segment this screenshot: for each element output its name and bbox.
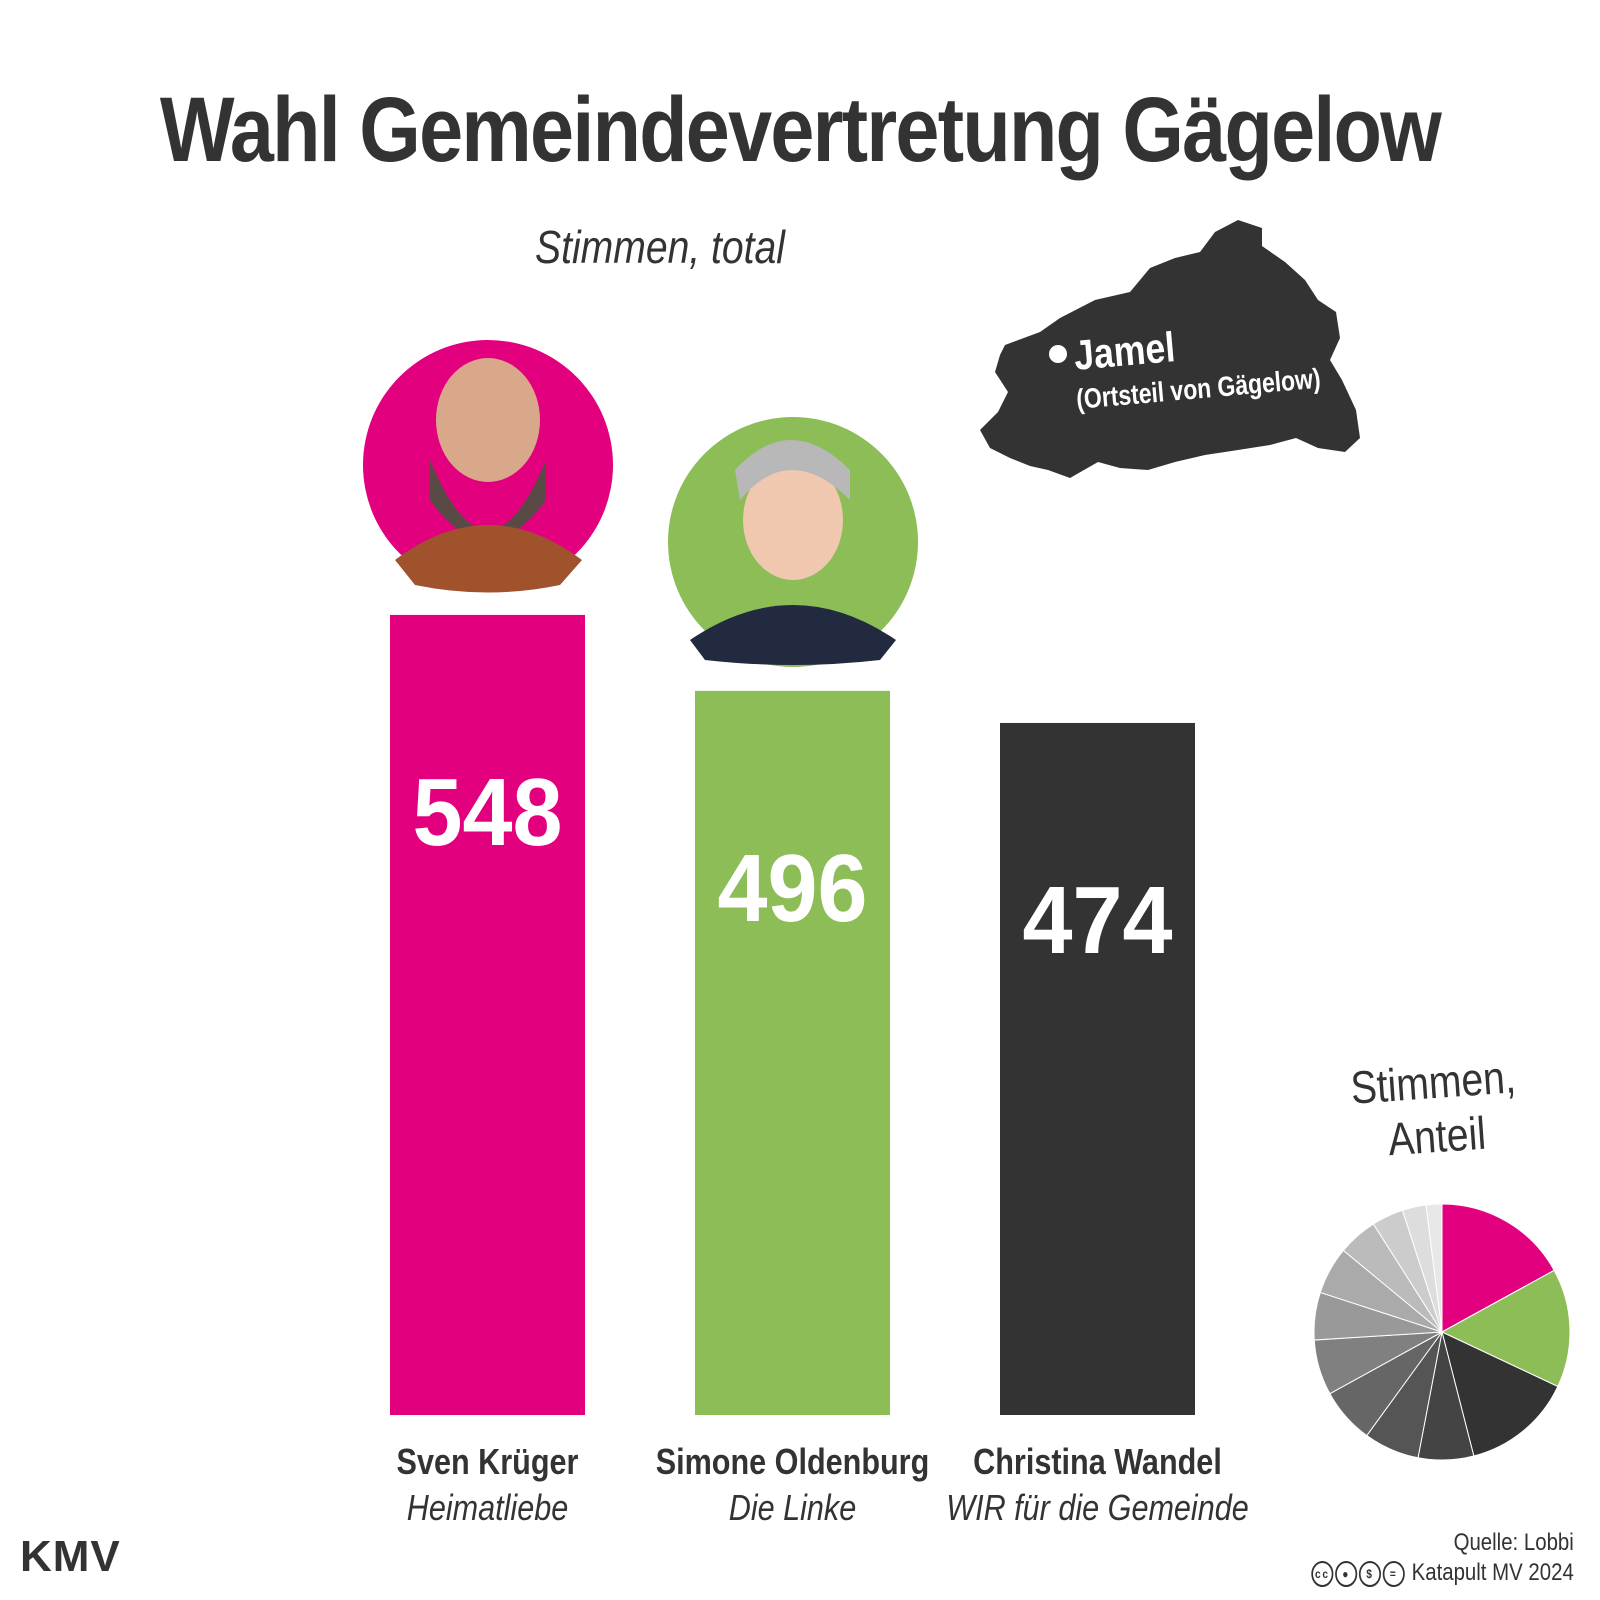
pie-slice-12 xyxy=(1425,1203,1443,1333)
bar-value-label-2: 474 xyxy=(1023,867,1173,974)
bar-value-label-0: 548 xyxy=(413,759,563,866)
map-location-marker xyxy=(1049,345,1067,363)
bar-values-group: 548 496 474 xyxy=(413,759,1173,974)
page-title: Wahl Gemeindevertretung Gägelow xyxy=(159,79,1442,181)
source-text: Quelle: Lobbi xyxy=(1453,1529,1574,1556)
bar-labels-group: Sven Krüger Heimatliebe Simone Oldenburg Di… xyxy=(397,1443,1249,1529)
source-credit: Quelle: Lobbi cc ● $ = Katapult MV 2024 xyxy=(1310,1528,1574,1588)
candidate-name-1: Simone Oldenburg xyxy=(656,1443,930,1483)
license-icons: cc ● $ = xyxy=(1310,1558,1406,1588)
nd-icon: = xyxy=(1382,1560,1406,1587)
candidate-name-0: Sven Krüger xyxy=(397,1443,579,1483)
bars-group xyxy=(390,614,1195,1415)
credit-text: Katapult MV 2024 xyxy=(1411,1559,1574,1586)
map-shape xyxy=(980,220,1360,478)
bar-value-label-1: 496 xyxy=(718,835,868,942)
portrait-simone-oldenburg xyxy=(668,417,918,667)
pie-slice-2 xyxy=(1441,1331,1559,1457)
by-icon: ● xyxy=(1335,1560,1358,1587)
bar-1 xyxy=(695,690,890,1415)
map-label-jamel: Jamel xyxy=(1072,323,1177,379)
bar-0 xyxy=(390,614,585,1415)
candidate-party-1: Die Linke xyxy=(729,1489,857,1529)
chart-subtitle: Stimmen, total xyxy=(535,221,785,273)
candidate-party-2: WIR für die Gemeinde xyxy=(946,1489,1249,1529)
bar-2 xyxy=(1000,722,1195,1415)
kmv-logo: KMV xyxy=(20,1532,121,1581)
candidate-party-0: Heimatliebe xyxy=(407,1489,568,1529)
pie-chart xyxy=(1313,1203,1571,1461)
candidate-name-2: Christina Wandel xyxy=(973,1443,1222,1483)
portrait-sven-krueger xyxy=(363,340,613,593)
nc-icon: $ xyxy=(1359,1560,1382,1587)
pie-slice-1 xyxy=(1440,1269,1571,1388)
cc-icon: cc xyxy=(1311,1560,1334,1587)
pie-title: Stimmen, Anteil xyxy=(1325,1048,1545,1171)
pie-slice-0 xyxy=(1441,1203,1555,1333)
